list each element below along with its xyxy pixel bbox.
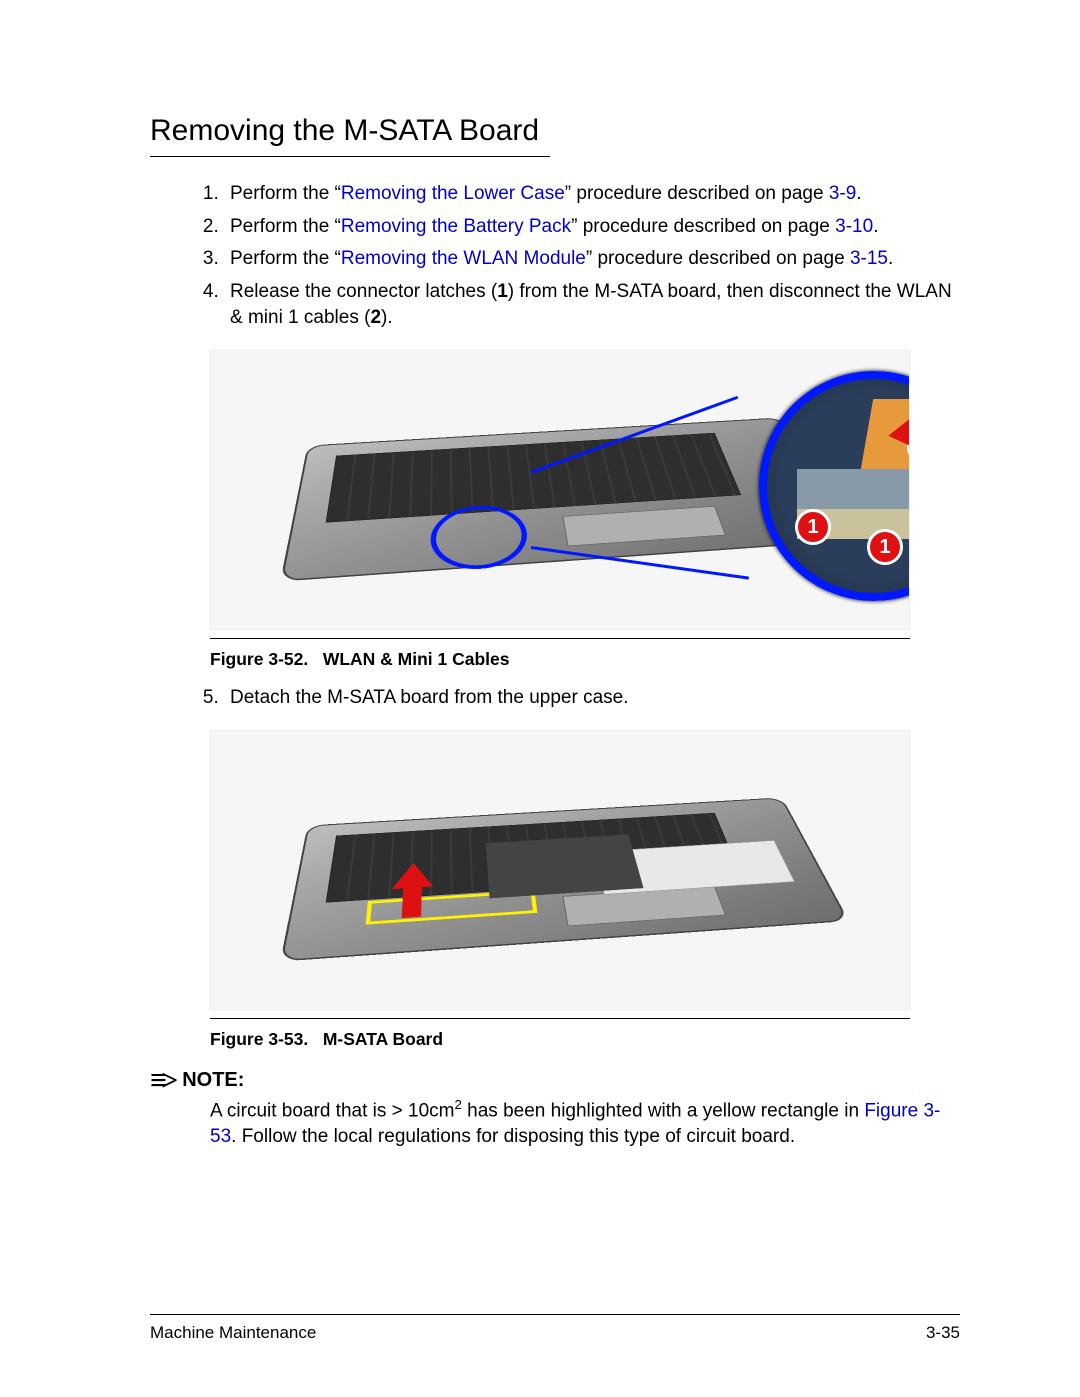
page-ref-link[interactable]: 3-9: [829, 183, 856, 204]
note-text: . Follow the local regulations for dispo…: [231, 1126, 795, 1147]
xref-link[interactable]: Removing the WLAN Module: [341, 248, 586, 269]
figure-label: Figure 3-53.: [210, 1029, 308, 1049]
procedure-list-cont: Detach the M-SATA board from the upper c…: [150, 685, 960, 712]
note-text: has been highlighted with a yellow recta…: [462, 1100, 864, 1121]
callout-badge: 1: [867, 529, 903, 565]
figure-title: WLAN & Mini 1 Cables: [323, 649, 510, 669]
callout-number: 2: [370, 307, 381, 328]
superscript: 2: [454, 1097, 461, 1112]
arrow-icon: [402, 883, 422, 918]
figure-3-52: 1 1 2 2 Figure 3-52. WLAN & Mini 1 Cable…: [210, 350, 910, 672]
note-body: A circuit board that is > 10cm2 has been…: [210, 1096, 960, 1152]
heading-rule: [150, 156, 550, 157]
footer-rule: [150, 1314, 960, 1315]
step-text: .: [873, 216, 878, 237]
procedure-list: Perform the “Removing the Lower Case” pr…: [150, 181, 960, 332]
figure-rule: [210, 638, 910, 639]
detail-callout: 1 1 2 2: [759, 371, 910, 601]
step-text: ” procedure described on page: [565, 183, 829, 204]
step-text: Detach the M-SATA board from the upper c…: [230, 687, 629, 708]
callout-number: 1: [497, 281, 508, 302]
step-text: .: [856, 183, 861, 204]
page-ref-link[interactable]: 3-10: [835, 216, 873, 237]
figure-title: M-SATA Board: [323, 1029, 443, 1049]
section-heading: Removing the M-SATA Board: [150, 110, 960, 152]
callout-badge: 1: [795, 509, 831, 545]
step-3: Perform the “Removing the WLAN Module” p…: [224, 246, 960, 273]
step-text: Perform the “: [230, 183, 341, 204]
footer-page-number: 3-35: [926, 1321, 960, 1345]
figure-image: 1 1 2 2: [210, 350, 910, 630]
step-5: Detach the M-SATA board from the upper c…: [224, 685, 960, 712]
figure-image: [210, 730, 910, 1010]
figure-label: Figure 3-52.: [210, 649, 308, 669]
note-text: A circuit board that is > 10cm: [210, 1100, 454, 1121]
step-text: Perform the “: [230, 216, 341, 237]
figure-3-53: Figure 3-53. M-SATA Board: [210, 730, 910, 1052]
step-text: ).: [381, 307, 393, 328]
note-heading-row: ≡> NOTE:: [150, 1066, 960, 1096]
page-ref-link[interactable]: 3-15: [850, 248, 888, 269]
step-4: Release the connector latches (1) from t…: [224, 279, 960, 332]
step-text: Release the connector latches (: [230, 281, 497, 302]
note-label: NOTE:: [182, 1066, 244, 1094]
footer-left: Machine Maintenance: [150, 1321, 316, 1345]
step-text: ” procedure described on page: [586, 248, 850, 269]
figure-rule: [210, 1018, 910, 1019]
step-text: .: [888, 248, 893, 269]
step-2: Perform the “Removing the Battery Pack” …: [224, 214, 960, 241]
figure-caption: Figure 3-53. M-SATA Board: [210, 1027, 910, 1052]
step-text: ” procedure described on page: [571, 216, 835, 237]
step-1: Perform the “Removing the Lower Case” pr…: [224, 181, 960, 208]
note-icon: ≡>: [150, 1066, 172, 1096]
xref-link[interactable]: Removing the Lower Case: [341, 183, 565, 204]
xref-link[interactable]: Removing the Battery Pack: [341, 216, 571, 237]
figure-caption: Figure 3-52. WLAN & Mini 1 Cables: [210, 647, 910, 672]
page-footer: Machine Maintenance 3-35: [150, 1321, 960, 1345]
step-text: Perform the “: [230, 248, 341, 269]
